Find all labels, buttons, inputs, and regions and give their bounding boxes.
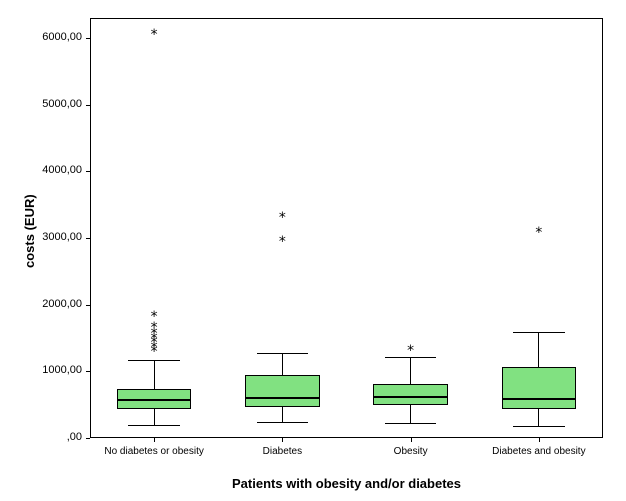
outlier-0-7: * [150, 28, 158, 42]
whisker-upper-3 [538, 332, 539, 367]
x-tick [411, 438, 412, 442]
y-tick-label: 3000,00 [30, 231, 82, 243]
box-3 [502, 367, 576, 408]
outlier-1-0: * [278, 235, 286, 249]
y-tick-label: ,00 [30, 431, 82, 443]
whisker-cap-upper-1 [257, 353, 308, 354]
x-tick [282, 438, 283, 442]
y-tick-label: 5000,00 [30, 98, 82, 110]
boxplot-chart: { "chart": { "type": "boxplot", "width_p… [0, 0, 626, 501]
whisker-lower-2 [410, 405, 411, 422]
x-tick-label: Obesity [351, 446, 471, 457]
whisker-lower-0 [154, 409, 155, 424]
whisker-upper-0 [154, 360, 155, 389]
outlier-3-0: * [535, 226, 543, 240]
y-tick [86, 371, 90, 372]
y-tick [86, 105, 90, 106]
whisker-cap-lower-1 [257, 422, 308, 423]
whisker-cap-lower-2 [385, 423, 436, 424]
y-tick [86, 38, 90, 39]
whisker-cap-upper-3 [513, 332, 564, 333]
whisker-cap-upper-0 [128, 360, 179, 361]
y-tick-label: 6000,00 [30, 31, 82, 43]
whisker-lower-3 [538, 409, 539, 426]
y-tick-label: 4000,00 [30, 164, 82, 176]
y-tick-label: 1000,00 [30, 364, 82, 376]
y-tick [86, 305, 90, 306]
x-tick [539, 438, 540, 442]
x-tick-label: Diabetes [222, 446, 342, 457]
median-1 [245, 397, 319, 399]
x-tick-label: Diabetes and obesity [479, 446, 599, 457]
y-tick [86, 438, 90, 439]
x-tick [154, 438, 155, 442]
median-2 [373, 396, 447, 398]
y-tick-label: 2000,00 [30, 298, 82, 310]
x-axis-title: Patients with obesity and/or diabetes [90, 476, 603, 491]
outlier-0-6: * [150, 310, 158, 324]
whisker-lower-1 [282, 407, 283, 422]
whisker-upper-2 [410, 357, 411, 384]
box-1 [245, 375, 319, 407]
x-tick-label: No diabetes or obesity [94, 446, 214, 457]
median-3 [502, 398, 576, 400]
outlier-1-1: * [278, 211, 286, 225]
box-2 [373, 384, 447, 405]
outlier-2-0: * [406, 344, 414, 358]
y-tick [86, 238, 90, 239]
whisker-cap-lower-3 [513, 426, 564, 427]
whisker-upper-1 [282, 353, 283, 376]
whisker-cap-lower-0 [128, 425, 179, 426]
y-tick [86, 171, 90, 172]
median-0 [117, 399, 191, 401]
